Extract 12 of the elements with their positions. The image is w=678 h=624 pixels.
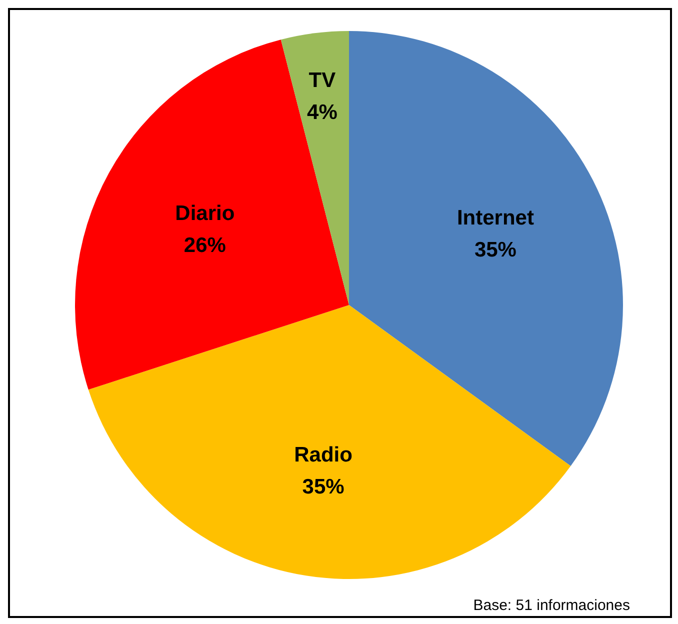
data-label: 35% xyxy=(302,475,345,498)
data-label: 35% xyxy=(474,238,517,262)
slice-label: Diario xyxy=(175,202,235,225)
pie-slice xyxy=(88,305,571,579)
slice-label: Internet xyxy=(456,206,534,230)
pie-slice xyxy=(76,40,349,390)
slice-label: Radio xyxy=(294,443,352,466)
text: Base: 51 informaciones xyxy=(473,597,630,614)
slice-label: TV xyxy=(308,68,336,92)
pie-slice xyxy=(280,31,349,305)
data-label: 4% xyxy=(307,100,338,124)
data-label: 26% xyxy=(184,234,226,257)
